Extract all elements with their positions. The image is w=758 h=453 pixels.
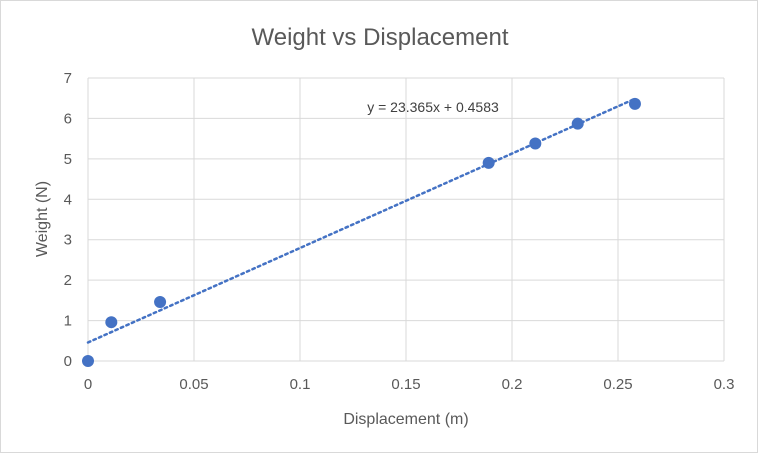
y-tick-label: 4 — [64, 191, 72, 208]
trendline-equation: y = 23.365x + 0.4583 — [367, 99, 499, 115]
y-axis-title: Weight (N) — [34, 181, 51, 257]
chart-title: Weight vs Displacement — [252, 24, 509, 51]
x-tick-label: 0.15 — [391, 376, 420, 393]
x-tick-label: 0.1 — [290, 376, 311, 393]
gridlines — [87, 77, 725, 362]
data-point — [529, 137, 542, 150]
data-point — [105, 316, 118, 329]
y-tick-label: 2 — [64, 272, 72, 289]
y-tick-label: 1 — [64, 313, 72, 330]
tick-labels: 0 1 2 3 4 5 6 7 0 0.05 0.1 0.15 0.2 0.25 0.3 — [64, 70, 735, 393]
x-tick-label: 0.3 — [714, 376, 735, 393]
data-points — [82, 97, 641, 367]
x-tick-label: 0 — [84, 376, 92, 393]
y-tick-label: 5 — [64, 151, 72, 168]
x-axis-title: Displacement (m) — [343, 411, 468, 428]
y-tick-label: 6 — [64, 110, 72, 127]
x-tick-label: 0.25 — [603, 376, 632, 393]
data-point — [82, 355, 94, 367]
trendline-group — [86, 97, 637, 344]
y-tick-label: 3 — [64, 232, 72, 249]
x-tick-label: 0.05 — [179, 376, 208, 393]
linear-trendline — [86, 97, 637, 344]
data-point — [154, 295, 167, 308]
x-tick-label: 0.2 — [502, 376, 523, 393]
data-point — [628, 97, 641, 110]
y-tick-label: 7 — [64, 70, 72, 87]
y-tick-label: 0 — [64, 353, 72, 370]
data-point — [571, 117, 584, 130]
data-point — [482, 156, 495, 169]
